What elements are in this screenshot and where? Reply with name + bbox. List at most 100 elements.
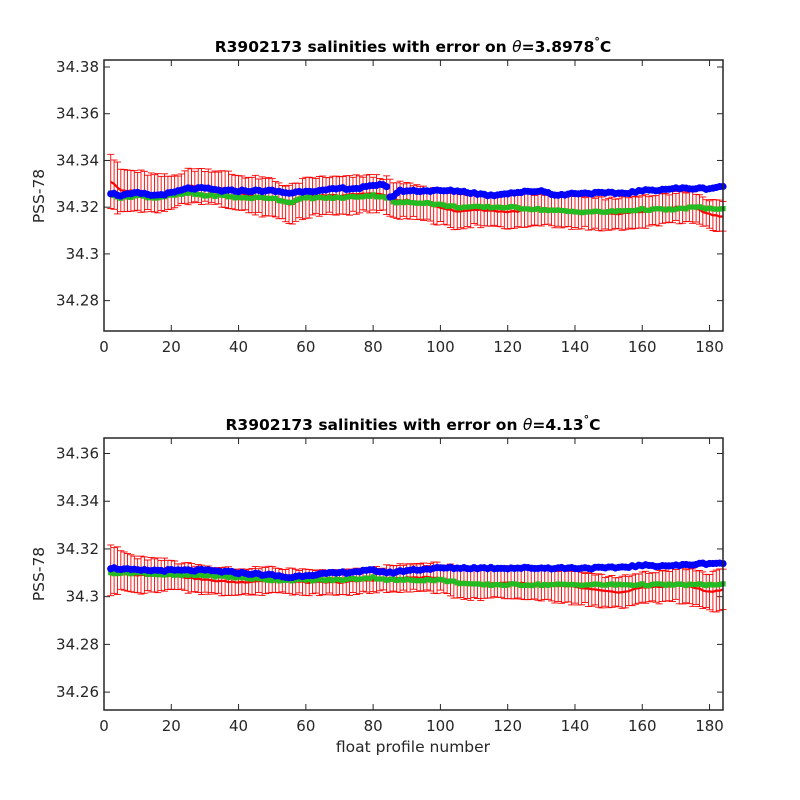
x-tick-label: 180 [695, 717, 724, 735]
red-series-line [110, 568, 724, 594]
green-marker [272, 195, 279, 201]
x-tick-label: 0 [99, 338, 109, 356]
green-marker [185, 190, 191, 196]
green-marker [431, 202, 437, 208]
green-marker [407, 577, 413, 583]
green-marker [192, 191, 198, 197]
green-marker [195, 191, 201, 198]
x-tick-label: 140 [561, 338, 590, 356]
green-marker [414, 578, 420, 584]
green-marker [424, 199, 430, 206]
green-marker [178, 572, 184, 578]
green-marker [380, 194, 386, 200]
green-marker [569, 208, 575, 214]
green-marker [185, 572, 191, 578]
green-marker [606, 581, 612, 588]
top-chart-ticks: 0 20 40 60 80 100 120 140 160 180 34.28 34.3 34.32 34… [56, 58, 724, 356]
top-chart-title: R3902173 salinities with error on θ=3.89… [215, 35, 612, 56]
green-marker [394, 200, 400, 206]
top-chart-ylabel: PSS-78 [30, 169, 48, 223]
green-marker [286, 199, 292, 205]
green-marker [151, 571, 158, 577]
green-marker [165, 571, 171, 577]
green-marker [595, 208, 602, 214]
green-marker [599, 582, 605, 588]
green-marker [690, 581, 696, 588]
x-tick-label: 40 [229, 717, 248, 735]
green-marker [239, 575, 245, 581]
green-marker [350, 575, 356, 582]
blue-marker [382, 183, 391, 191]
green-marker [367, 193, 373, 199]
green-marker [474, 581, 481, 587]
green-marker [353, 194, 359, 200]
green-marker [400, 577, 407, 583]
green-marker [246, 576, 252, 582]
green-marker [700, 582, 706, 588]
green-marker [350, 193, 356, 200]
y-tick-label: 34.28 [56, 292, 99, 310]
green-marker [222, 192, 228, 199]
green-marker [599, 209, 605, 215]
green-marker [249, 576, 255, 582]
green-marker [323, 195, 329, 201]
green-marker [242, 575, 248, 581]
green-marker [626, 582, 632, 588]
x-tick-label: 60 [296, 717, 315, 735]
green-series [108, 569, 726, 589]
green-marker [484, 581, 491, 587]
top-chart-axes-box [103, 59, 724, 332]
green-marker [340, 577, 346, 584]
green-marker [397, 199, 403, 205]
green-marker [219, 192, 225, 198]
green-marker [632, 207, 639, 214]
green-marker [444, 579, 450, 585]
green-marker [377, 194, 383, 200]
green-marker [680, 205, 686, 211]
green-marker [686, 581, 692, 587]
green-marker [478, 581, 484, 587]
green-marker [649, 581, 655, 587]
green-marker [407, 199, 413, 206]
green-marker [434, 201, 440, 207]
green-marker [172, 572, 178, 578]
green-marker [649, 206, 655, 212]
bottom-chart-title: R3902173 salinities with error on θ=4.13… [226, 413, 601, 434]
green-marker [417, 200, 423, 206]
green-marker [595, 581, 602, 587]
green-marker [434, 577, 440, 583]
green-marker [168, 571, 174, 578]
green-marker [225, 574, 232, 580]
green-marker [444, 203, 450, 210]
green-marker [629, 208, 635, 214]
green-marker [542, 581, 548, 588]
x-tick-label: 120 [493, 717, 522, 735]
green-marker [666, 581, 672, 587]
green-marker [680, 581, 686, 588]
green-marker [390, 199, 396, 205]
green-marker [552, 582, 558, 588]
green-marker [333, 194, 339, 200]
green-marker [320, 195, 326, 201]
green-marker [505, 204, 511, 210]
green-marker [562, 581, 568, 587]
x-tick-label: 0 [99, 717, 109, 735]
green-marker [706, 581, 713, 587]
green-marker [424, 576, 430, 583]
green-marker [656, 581, 662, 587]
green-marker [256, 194, 262, 201]
green-marker [367, 575, 373, 582]
green-marker [585, 582, 592, 588]
green-marker [303, 577, 309, 583]
green-marker [548, 581, 555, 588]
x-tick-label: 80 [364, 338, 383, 356]
green-marker [683, 206, 689, 212]
green-marker [592, 208, 598, 214]
green-marker [205, 193, 211, 199]
top-chart-plot-area [107, 153, 727, 232]
green-marker [515, 205, 521, 211]
green-marker [457, 581, 464, 587]
green-marker [246, 195, 252, 201]
green-marker [188, 190, 195, 196]
green-marker [441, 202, 447, 208]
